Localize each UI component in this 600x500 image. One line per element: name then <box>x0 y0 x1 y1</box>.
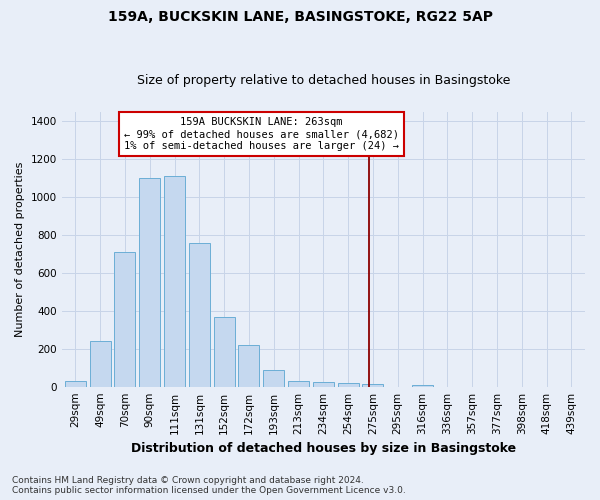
X-axis label: Distribution of detached houses by size in Basingstoke: Distribution of detached houses by size … <box>131 442 516 455</box>
Bar <box>139 178 160 386</box>
Bar <box>115 252 136 386</box>
Bar <box>189 242 210 386</box>
Bar <box>338 383 359 386</box>
Bar <box>263 370 284 386</box>
Bar <box>214 316 235 386</box>
Bar <box>362 384 383 386</box>
Y-axis label: Number of detached properties: Number of detached properties <box>15 162 25 337</box>
Bar <box>313 382 334 386</box>
Title: Size of property relative to detached houses in Basingstoke: Size of property relative to detached ho… <box>137 74 510 87</box>
Text: 159A BUCKSKIN LANE: 263sqm
← 99% of detached houses are smaller (4,682)
1% of se: 159A BUCKSKIN LANE: 263sqm ← 99% of deta… <box>124 118 399 150</box>
Bar <box>89 341 110 386</box>
Text: Contains HM Land Registry data © Crown copyright and database right 2024.
Contai: Contains HM Land Registry data © Crown c… <box>12 476 406 495</box>
Bar <box>412 385 433 386</box>
Bar <box>164 176 185 386</box>
Bar <box>65 381 86 386</box>
Text: 159A, BUCKSKIN LANE, BASINGSTOKE, RG22 5AP: 159A, BUCKSKIN LANE, BASINGSTOKE, RG22 5… <box>107 10 493 24</box>
Bar <box>238 345 259 387</box>
Bar <box>288 381 309 386</box>
